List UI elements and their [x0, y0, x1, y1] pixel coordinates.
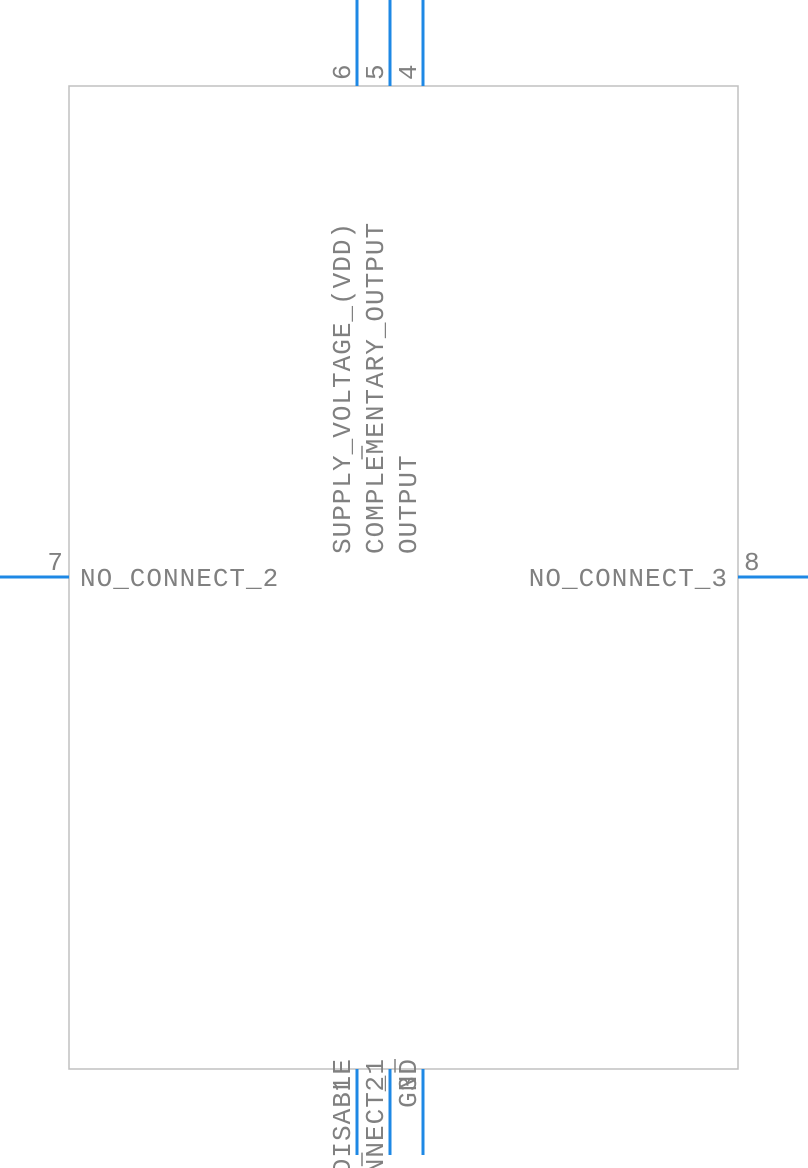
pin-2: 2NO_CONNECT_1	[361, 1058, 391, 1168]
pin-5-label: COMPLEMENTARY_OUTPUT	[361, 222, 391, 554]
pin-7-label: NO_CONNECT_2	[80, 564, 279, 594]
pin-6-label: SUPPLY_VOLTAGE_(VDD)	[328, 222, 358, 554]
pin-4: 4 OUTPUT	[394, 0, 424, 554]
pin-8-number: 8	[744, 548, 760, 578]
pin-3: 3GND	[394, 1058, 424, 1155]
pin-4-label: OUTPUT	[394, 454, 424, 554]
pin-5-number: 5	[361, 64, 391, 80]
pin-2-label: NO_CONNECT_1	[361, 1058, 391, 1168]
pin-8: 8 NO_CONNECT_3	[529, 548, 808, 594]
pin-7: 7 NO_CONNECT_2	[0, 548, 279, 594]
pin-3-label: GND	[394, 1058, 424, 1108]
pin-1-label: OUTPUT_ENABLE/DISABLE	[328, 1058, 358, 1168]
pin-6: 6 SUPPLY_VOLTAGE_(VDD)	[328, 0, 358, 554]
pin-4-number: 4	[394, 64, 424, 80]
pin-8-label: NO_CONNECT_3	[529, 564, 728, 594]
pin-5: 5 COMPLEMENTARY_OUTPUT	[361, 0, 391, 554]
ic-symbol-diagram: 6 SUPPLY_VOLTAGE_(VDD) 5 COMPLEMENTARY_OUTP…	[0, 0, 808, 1168]
pin-6-number: 6	[328, 64, 358, 80]
pin-7-number: 7	[47, 548, 63, 578]
pin-1: 1OUTPUT_ENABLE/DISABLE	[328, 1058, 358, 1168]
